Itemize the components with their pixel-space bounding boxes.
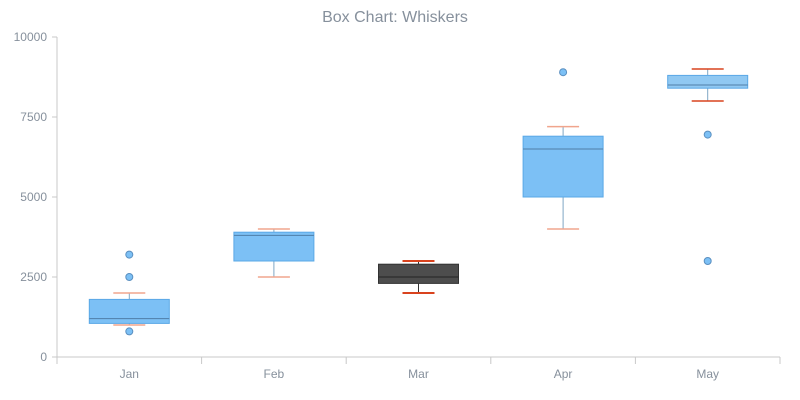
y-tick-label: 2500 xyxy=(20,270,47,284)
x-tick-label: Jan xyxy=(120,367,139,381)
box-iqr xyxy=(667,74,749,89)
box-may xyxy=(667,68,749,265)
x-tick-label: Feb xyxy=(264,367,285,381)
box-iqr xyxy=(378,263,459,284)
x-tick-label: Apr xyxy=(554,367,573,381)
box-jan xyxy=(88,250,170,336)
axes: 0 2500 5000 7500 10000 Jan Feb Mar Apr May xyxy=(14,30,781,381)
y-tick-label: 7500 xyxy=(20,110,47,124)
x-tick-label: May xyxy=(696,367,719,381)
box-iqr xyxy=(522,135,604,198)
y-tick-label: 0 xyxy=(40,350,47,364)
chart-title: Box Chart: Whiskers xyxy=(322,9,468,26)
y-tick-label: 5000 xyxy=(20,190,47,204)
outlier-point xyxy=(703,130,712,139)
outlier-point xyxy=(703,257,712,265)
y-tick-label: 10000 xyxy=(14,30,48,44)
box-feb xyxy=(233,228,315,278)
boxes xyxy=(88,68,749,336)
box-iqr xyxy=(88,298,170,324)
box-iqr xyxy=(233,231,315,262)
box-mar xyxy=(378,260,459,294)
outlier-point xyxy=(125,250,134,259)
outlier-point xyxy=(125,273,134,281)
box-apr xyxy=(522,68,604,230)
outlier-point xyxy=(125,327,134,336)
x-tick-label: Mar xyxy=(408,367,429,381)
outlier-point xyxy=(559,68,568,77)
